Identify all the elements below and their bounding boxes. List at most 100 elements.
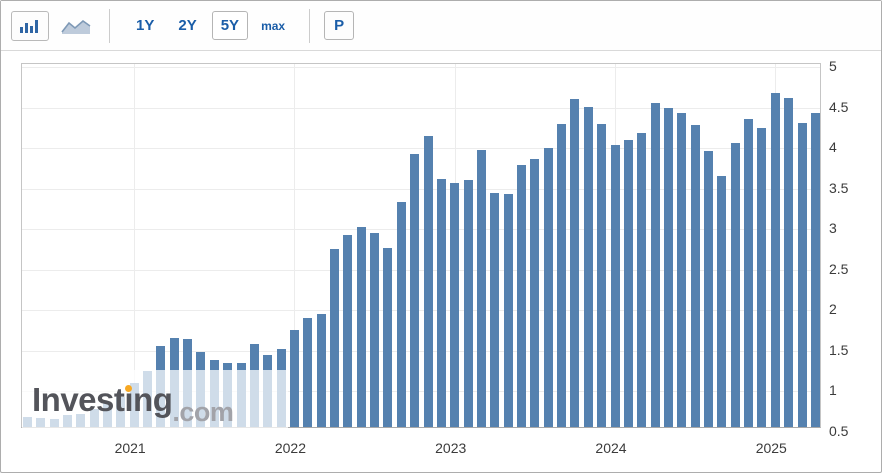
y-tick-label: 5 <box>829 58 837 74</box>
x-gridline <box>294 64 296 427</box>
range-button-5y[interactable]: 5Y <box>211 11 249 40</box>
y-tick-label: 1.5 <box>829 341 849 358</box>
x-tick-label: 2024 <box>595 440 627 456</box>
bar-jan-2022 <box>289 330 299 427</box>
bar-sep-2024 <box>717 176 727 427</box>
bar-may-2023 <box>503 194 513 427</box>
bar-feb-2025 <box>784 97 794 427</box>
bar-dec-2020 <box>116 397 126 427</box>
bar-apr-2025 <box>810 113 820 427</box>
x-tick-label: 2025 <box>755 440 787 456</box>
toolbar-divider <box>309 8 311 43</box>
bar-aug-2021 <box>223 362 233 427</box>
bar-dec-2021 <box>276 348 286 427</box>
bar-jul-2020 <box>49 419 59 427</box>
bar-apr-2022 <box>330 249 339 427</box>
area-chart-icon <box>61 19 91 34</box>
bar-nov-2020 <box>102 403 112 427</box>
bar-jul-2023 <box>530 159 540 427</box>
bar-oct-2022 <box>410 153 420 427</box>
bar-dec-2024 <box>757 127 767 427</box>
bar-apr-2021 <box>169 337 179 427</box>
bar-oct-2024 <box>730 143 740 427</box>
y-tick-label: 0.5 <box>829 422 849 439</box>
settings-p-button[interactable]: P <box>324 11 355 40</box>
bar-jan-2021 <box>129 382 139 427</box>
range-button-1y[interactable]: 1Y <box>127 11 163 40</box>
bar-nov-2022 <box>423 135 433 427</box>
x-tick-label: 2023 <box>435 440 467 456</box>
bar-dec-2022 <box>436 178 446 427</box>
y-tick-label: 4.5 <box>829 98 849 115</box>
line-chart-type-button[interactable] <box>57 11 95 41</box>
bar-sep-2022 <box>396 202 406 427</box>
y-gridline <box>22 350 820 352</box>
bar-mar-2021 <box>156 346 166 427</box>
bar-oct-2020 <box>89 408 99 427</box>
bar-jan-2023 <box>450 182 460 427</box>
bar-sep-2020 <box>76 413 86 427</box>
bar-chart-type-button[interactable] <box>11 10 49 41</box>
toolbar: 1Y 2Y 5Y max P <box>1 1 881 51</box>
x-tick-label: 2021 <box>114 440 146 456</box>
y-gridline <box>22 188 820 190</box>
bar-jun-2021 <box>196 352 206 427</box>
bar-aug-2022 <box>383 247 393 427</box>
bar-jul-2022 <box>370 233 380 427</box>
y-gridline <box>22 67 820 68</box>
bar-aug-2024 <box>704 151 713 427</box>
bar-mar-2024 <box>637 132 647 427</box>
y-gridline <box>22 229 820 230</box>
bar-apr-2023 <box>490 192 500 427</box>
y-gridline <box>22 269 820 271</box>
range-button-max[interactable]: max <box>254 12 292 40</box>
bar-jan-2025 <box>770 92 780 427</box>
y-tick-label: 2 <box>829 301 837 317</box>
bar-may-2024 <box>663 108 673 427</box>
bar-aug-2023 <box>543 148 553 427</box>
y-tick-label: 4 <box>829 139 837 155</box>
bar-may-2020 <box>22 416 32 427</box>
bar-aug-2020 <box>62 415 72 427</box>
x-tick-label: 2022 <box>274 440 307 456</box>
bar-oct-2021 <box>249 344 259 427</box>
y-gridline <box>22 391 820 392</box>
bar-chart-icon <box>20 19 40 33</box>
bar-mar-2022 <box>316 314 326 427</box>
bar-may-2021 <box>183 339 193 427</box>
bar-feb-2022 <box>303 318 313 427</box>
bar-nov-2024 <box>744 118 754 427</box>
bar-apr-2024 <box>650 103 660 427</box>
bar-jun-2024 <box>677 113 687 427</box>
x-gridline <box>134 64 136 427</box>
y-gridline <box>22 107 820 109</box>
range-button-2y[interactable]: 2Y <box>169 11 205 40</box>
y-tick-label: 1 <box>829 382 837 398</box>
chart-plot-area: Investı ng .com <box>21 63 821 428</box>
bar-sep-2021 <box>236 362 246 427</box>
bar-mar-2025 <box>797 122 807 427</box>
y-tick-label: 3.5 <box>829 179 849 196</box>
bar-jul-2024 <box>690 125 700 427</box>
bar-jun-2023 <box>517 165 526 427</box>
y-tick-label: 2.5 <box>829 260 849 277</box>
bar-oct-2023 <box>570 99 580 427</box>
bar-nov-2021 <box>263 355 273 427</box>
toolbar-divider <box>109 8 110 43</box>
bar-sep-2023 <box>557 123 567 427</box>
bar-feb-2021 <box>143 370 152 427</box>
y-gridline <box>22 148 820 149</box>
y-tick-label: 3 <box>829 220 837 236</box>
bar-dec-2023 <box>597 123 607 427</box>
bar-jul-2021 <box>209 360 219 427</box>
bar-jun-2022 <box>356 226 366 427</box>
bar-feb-2024 <box>623 139 633 427</box>
bar-may-2022 <box>343 235 353 427</box>
bar-jan-2024 <box>610 144 620 427</box>
y-gridline <box>22 310 820 311</box>
bar-nov-2023 <box>583 106 593 427</box>
bar-feb-2023 <box>463 180 473 427</box>
bar-mar-2023 <box>476 150 486 427</box>
bar-jun-2020 <box>36 417 46 427</box>
